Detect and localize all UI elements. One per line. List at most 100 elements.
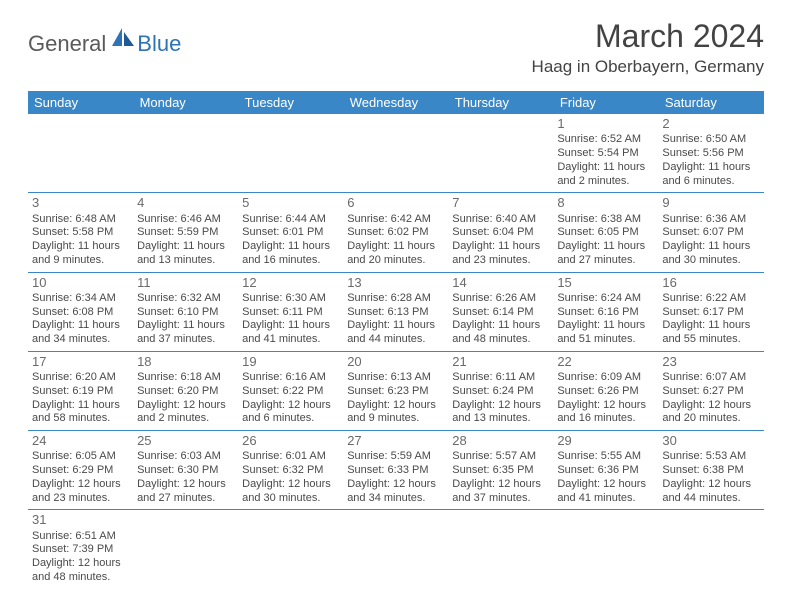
day-detail: and 23 minutes. bbox=[32, 492, 129, 506]
day-header: Monday bbox=[133, 91, 238, 114]
calendar-cell: 4Sunrise: 6:46 AMSunset: 5:59 PMDaylight… bbox=[133, 193, 238, 272]
day-detail: Sunset: 6:04 PM bbox=[452, 226, 549, 240]
day-detail: Sunset: 6:08 PM bbox=[32, 306, 129, 320]
day-number: 12 bbox=[242, 275, 339, 291]
day-detail: Sunset: 6:11 PM bbox=[242, 306, 339, 320]
day-detail: Sunrise: 5:53 AM bbox=[662, 450, 759, 464]
calendar-cell: 15Sunrise: 6:24 AMSunset: 6:16 PMDayligh… bbox=[553, 272, 658, 351]
day-detail: and 16 minutes. bbox=[557, 412, 654, 426]
day-detail: and 30 minutes. bbox=[662, 254, 759, 268]
calendar-row: 10Sunrise: 6:34 AMSunset: 6:08 PMDayligh… bbox=[28, 272, 764, 351]
day-detail: Daylight: 12 hours bbox=[137, 478, 234, 492]
day-detail: Daylight: 12 hours bbox=[452, 478, 549, 492]
logo: General Blue bbox=[28, 26, 181, 61]
day-detail: Daylight: 12 hours bbox=[452, 399, 549, 413]
calendar-cell: 2Sunrise: 6:50 AMSunset: 5:56 PMDaylight… bbox=[658, 114, 763, 193]
day-detail: Sunrise: 6:32 AM bbox=[137, 292, 234, 306]
day-detail: and 58 minutes. bbox=[32, 412, 129, 426]
day-detail: Daylight: 12 hours bbox=[242, 399, 339, 413]
day-detail: and 20 minutes. bbox=[662, 412, 759, 426]
day-number: 31 bbox=[32, 512, 129, 528]
day-number: 22 bbox=[557, 354, 654, 370]
day-number: 5 bbox=[242, 195, 339, 211]
day-detail: Daylight: 12 hours bbox=[137, 399, 234, 413]
day-number: 15 bbox=[557, 275, 654, 291]
calendar-cell: 24Sunrise: 6:05 AMSunset: 6:29 PMDayligh… bbox=[28, 431, 133, 510]
calendar-body: 1Sunrise: 6:52 AMSunset: 5:54 PMDaylight… bbox=[28, 114, 764, 589]
calendar-cell: 23Sunrise: 6:07 AMSunset: 6:27 PMDayligh… bbox=[658, 351, 763, 430]
day-detail: Daylight: 11 hours bbox=[32, 240, 129, 254]
day-detail: Daylight: 12 hours bbox=[557, 399, 654, 413]
calendar-head: SundayMondayTuesdayWednesdayThursdayFrid… bbox=[28, 91, 764, 114]
day-detail: Sunset: 6:10 PM bbox=[137, 306, 234, 320]
header: General Blue March 2024 Haag in Oberbaye… bbox=[0, 0, 792, 85]
day-number: 4 bbox=[137, 195, 234, 211]
day-detail: Sunset: 6:16 PM bbox=[557, 306, 654, 320]
day-header: Friday bbox=[553, 91, 658, 114]
calendar-cell: 17Sunrise: 6:20 AMSunset: 6:19 PMDayligh… bbox=[28, 351, 133, 430]
day-detail: Daylight: 12 hours bbox=[557, 478, 654, 492]
day-detail: Sunset: 6:35 PM bbox=[452, 464, 549, 478]
day-detail: Sunrise: 6:16 AM bbox=[242, 371, 339, 385]
day-detail: Daylight: 12 hours bbox=[242, 478, 339, 492]
day-detail: Sunrise: 6:48 AM bbox=[32, 213, 129, 227]
day-detail: and 30 minutes. bbox=[242, 492, 339, 506]
day-detail: Daylight: 11 hours bbox=[557, 161, 654, 175]
day-detail: and 13 minutes. bbox=[137, 254, 234, 268]
day-detail: Sunrise: 6:52 AM bbox=[557, 133, 654, 147]
calendar-cell bbox=[28, 114, 133, 193]
calendar-cell bbox=[658, 510, 763, 589]
day-detail: Sunset: 6:30 PM bbox=[137, 464, 234, 478]
day-detail: Daylight: 11 hours bbox=[557, 319, 654, 333]
day-number: 9 bbox=[662, 195, 759, 211]
day-detail: Sunrise: 6:20 AM bbox=[32, 371, 129, 385]
day-number: 18 bbox=[137, 354, 234, 370]
sail-icon bbox=[110, 26, 136, 53]
calendar-cell: 6Sunrise: 6:42 AMSunset: 6:02 PMDaylight… bbox=[343, 193, 448, 272]
calendar-cell: 10Sunrise: 6:34 AMSunset: 6:08 PMDayligh… bbox=[28, 272, 133, 351]
day-detail: Sunset: 7:39 PM bbox=[32, 543, 129, 557]
day-detail: Sunset: 6:20 PM bbox=[137, 385, 234, 399]
day-number: 6 bbox=[347, 195, 444, 211]
day-detail: Sunrise: 6:30 AM bbox=[242, 292, 339, 306]
day-number: 1 bbox=[557, 116, 654, 132]
day-detail: Sunrise: 5:55 AM bbox=[557, 450, 654, 464]
day-detail: Daylight: 11 hours bbox=[242, 319, 339, 333]
day-header: Sunday bbox=[28, 91, 133, 114]
calendar-cell: 26Sunrise: 6:01 AMSunset: 6:32 PMDayligh… bbox=[238, 431, 343, 510]
calendar-cell: 14Sunrise: 6:26 AMSunset: 6:14 PMDayligh… bbox=[448, 272, 553, 351]
day-detail: Daylight: 12 hours bbox=[32, 478, 129, 492]
calendar-row: 24Sunrise: 6:05 AMSunset: 6:29 PMDayligh… bbox=[28, 431, 764, 510]
calendar-cell bbox=[553, 510, 658, 589]
day-detail: Sunrise: 6:42 AM bbox=[347, 213, 444, 227]
calendar-cell: 27Sunrise: 5:59 AMSunset: 6:33 PMDayligh… bbox=[343, 431, 448, 510]
day-number: 29 bbox=[557, 433, 654, 449]
calendar-cell: 16Sunrise: 6:22 AMSunset: 6:17 PMDayligh… bbox=[658, 272, 763, 351]
calendar-cell: 25Sunrise: 6:03 AMSunset: 6:30 PMDayligh… bbox=[133, 431, 238, 510]
day-detail: Sunrise: 6:46 AM bbox=[137, 213, 234, 227]
calendar-cell bbox=[133, 114, 238, 193]
calendar-cell: 13Sunrise: 6:28 AMSunset: 6:13 PMDayligh… bbox=[343, 272, 448, 351]
day-detail: and 20 minutes. bbox=[347, 254, 444, 268]
day-detail: Daylight: 11 hours bbox=[137, 319, 234, 333]
day-detail: Sunset: 6:05 PM bbox=[557, 226, 654, 240]
day-detail: Daylight: 11 hours bbox=[242, 240, 339, 254]
day-detail: Daylight: 11 hours bbox=[662, 240, 759, 254]
day-detail: Sunrise: 6:18 AM bbox=[137, 371, 234, 385]
day-number: 24 bbox=[32, 433, 129, 449]
day-detail: Sunset: 6:38 PM bbox=[662, 464, 759, 478]
day-detail: Daylight: 11 hours bbox=[662, 161, 759, 175]
day-number: 30 bbox=[662, 433, 759, 449]
calendar-cell: 22Sunrise: 6:09 AMSunset: 6:26 PMDayligh… bbox=[553, 351, 658, 430]
day-number: 3 bbox=[32, 195, 129, 211]
calendar-cell: 18Sunrise: 6:18 AMSunset: 6:20 PMDayligh… bbox=[133, 351, 238, 430]
day-detail: and 27 minutes. bbox=[557, 254, 654, 268]
calendar-cell: 28Sunrise: 5:57 AMSunset: 6:35 PMDayligh… bbox=[448, 431, 553, 510]
day-detail: Sunset: 6:01 PM bbox=[242, 226, 339, 240]
calendar-cell: 21Sunrise: 6:11 AMSunset: 6:24 PMDayligh… bbox=[448, 351, 553, 430]
day-detail: and 6 minutes. bbox=[662, 175, 759, 189]
logo-text-blue: Blue bbox=[137, 31, 181, 57]
day-number: 28 bbox=[452, 433, 549, 449]
day-number: 16 bbox=[662, 275, 759, 291]
page-title: March 2024 bbox=[532, 18, 764, 55]
